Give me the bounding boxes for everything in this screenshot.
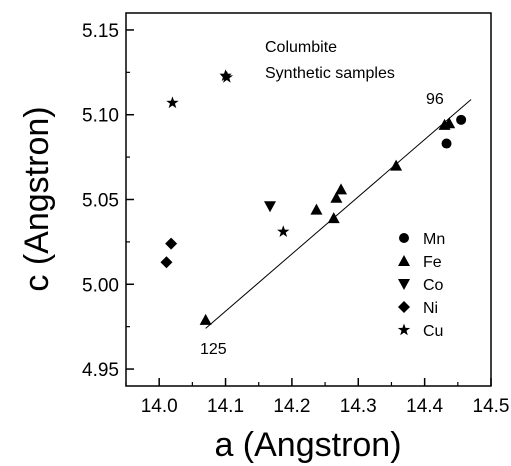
y-tick-label: 5.05 <box>82 191 119 212</box>
y-tick-label: 5.15 <box>82 21 119 42</box>
data-point-cu <box>277 225 290 237</box>
x-tick-label: 14.4 <box>406 396 443 417</box>
legend-marker-co <box>398 279 410 290</box>
legend-marker-mn <box>399 233 409 243</box>
data-point-fe <box>199 313 212 325</box>
annotation-synthetic-samples: Synthetic samples <box>265 65 395 82</box>
x-tick-label: 14.0 <box>141 396 178 417</box>
legend-label-mn: Mn <box>423 231 445 248</box>
annotation-125: 125 <box>200 341 227 358</box>
legend-marker-ni <box>398 301 410 313</box>
data-point-fe <box>390 159 403 171</box>
data-point-fe <box>443 117 456 129</box>
data-point-cu <box>166 96 179 109</box>
data-point-cu <box>220 70 234 83</box>
x-tick-label: 14.1 <box>207 396 244 417</box>
legend-marker-cu <box>397 323 411 336</box>
y-tick-label: 4.95 <box>82 360 119 381</box>
data-point-mn <box>456 114 467 125</box>
legend-label-ni: Ni <box>423 300 438 317</box>
data-point-ni <box>165 237 178 250</box>
data-point-fe <box>310 203 323 215</box>
legend-label-co: Co <box>423 277 444 294</box>
legend-marker-fe <box>398 255 410 266</box>
annotation-96: 96 <box>426 91 444 108</box>
y-tick-label: 5.00 <box>82 275 119 296</box>
annotation-columbite: Columbite <box>265 39 337 56</box>
y-axis-label: c (Angstron) <box>18 106 56 291</box>
fit-line <box>205 99 472 329</box>
x-tick-label: 14.5 <box>473 396 510 417</box>
data-point-co <box>264 201 277 213</box>
data-point-ni <box>160 256 173 269</box>
x-axis-label: a (Angstron) <box>214 426 401 464</box>
x-tick-label: 14.2 <box>273 396 310 417</box>
data-point-fe <box>330 191 343 203</box>
data-point-fe <box>335 183 348 195</box>
data-point-mn <box>441 138 452 149</box>
legend-label-cu: Cu <box>423 323 443 340</box>
data-point-fe <box>327 212 340 224</box>
y-tick-label: 5.10 <box>82 106 119 127</box>
x-tick-label: 14.3 <box>340 396 377 417</box>
legend-label-fe: Fe <box>423 254 442 271</box>
